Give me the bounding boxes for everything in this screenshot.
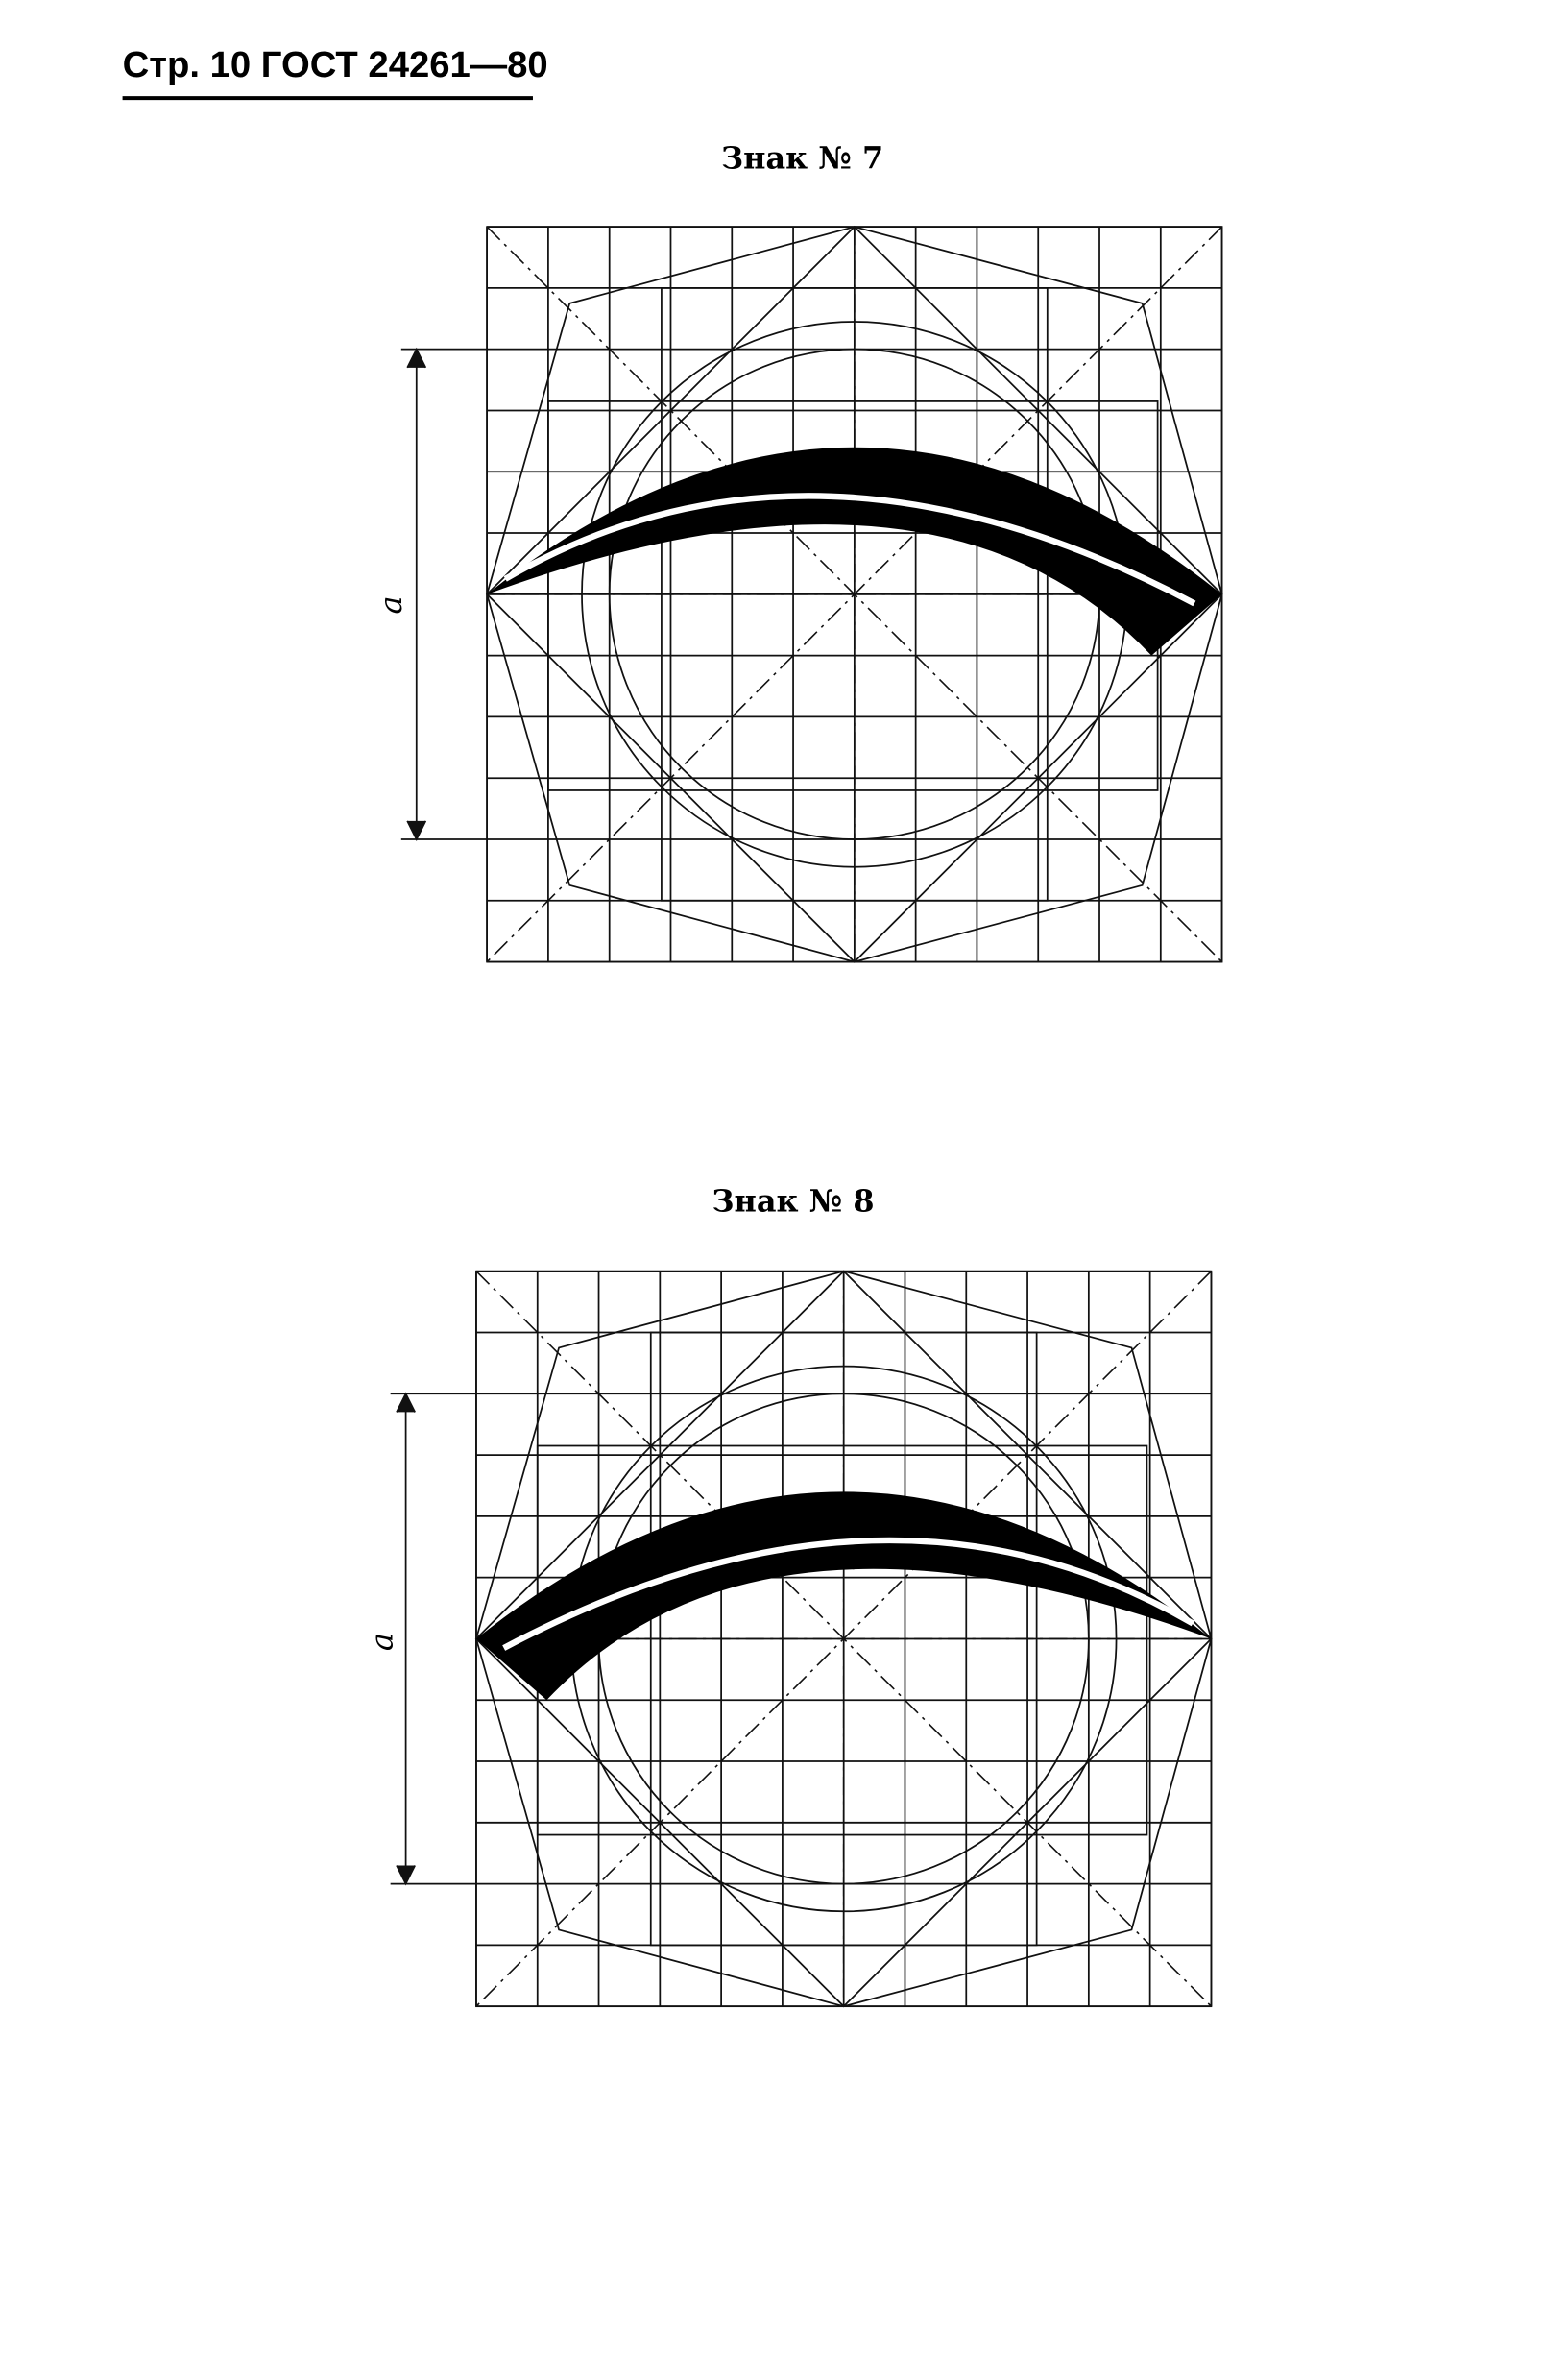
page-header: Стр. 10 ГОСТ 24261—80: [123, 44, 548, 85]
figure-8: Знак № 8 a: [363, 1183, 1211, 2008]
dimension-label: a: [363, 1633, 399, 1651]
dimension-label: a: [373, 595, 409, 614]
figure-title: Знак № 7: [721, 140, 883, 177]
figure-title: Знак № 8: [712, 1183, 875, 1220]
figure-7: Знак № 7 a: [373, 140, 1222, 963]
